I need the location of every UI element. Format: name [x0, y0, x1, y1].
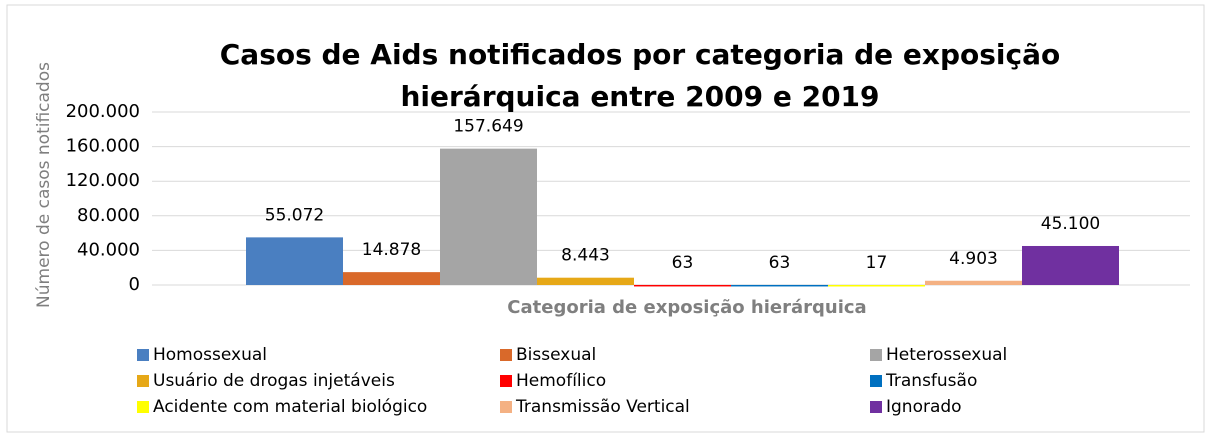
legend-swatch	[870, 375, 882, 387]
data-label: 63	[769, 253, 791, 273]
y-tick-label: 200.000	[66, 101, 140, 122]
y-tick-label: 160.000	[66, 136, 140, 157]
legend-swatch	[137, 375, 149, 387]
data-label: 157.649	[453, 117, 523, 137]
y-tick-label: 80.000	[77, 205, 140, 226]
legend-swatch	[500, 375, 512, 387]
legend-label: Usuário de drogas injetáveis	[153, 371, 395, 391]
legend-swatch	[137, 401, 149, 413]
legend-label: Transfusão	[885, 371, 977, 391]
bar	[343, 272, 440, 285]
legend-label: Acidente com material biológico	[153, 397, 427, 417]
legend-label: Ignorado	[886, 397, 962, 417]
chart-title: Casos de Aids notificados por categoria …	[219, 38, 1061, 113]
bar	[634, 284, 731, 287]
x-axis-label: Categoria de exposição hierárquica	[507, 297, 866, 318]
legend-label: Homossexual	[153, 345, 267, 365]
data-label: 8.443	[561, 246, 610, 266]
legend-swatch	[870, 401, 882, 413]
legend-label: Heterossexual	[886, 345, 1007, 365]
legend-swatch	[500, 401, 512, 413]
legend-swatch	[137, 349, 149, 361]
legend-swatch	[500, 349, 512, 361]
y-tick-label: 0	[129, 274, 140, 295]
data-label: 55.072	[265, 205, 324, 225]
bar	[1022, 245, 1119, 285]
y-tick-label: 120.000	[66, 170, 140, 191]
data-label: 63	[672, 253, 694, 273]
data-label: 4.903	[949, 249, 998, 269]
y-axis-label: Número de casos notificados	[34, 62, 54, 308]
bar	[731, 284, 828, 287]
bar	[440, 148, 537, 285]
bar	[925, 280, 1022, 285]
legend-label: Transmissão Vertical	[515, 397, 690, 417]
legend-label: Hemofílico	[516, 371, 606, 391]
bar	[537, 277, 634, 285]
bar	[828, 284, 925, 287]
legend-label: Bissexual	[516, 345, 596, 365]
y-tick-label: 40.000	[77, 239, 140, 260]
data-label: 17	[866, 253, 888, 273]
legend-swatch	[870, 349, 882, 361]
chart-border	[6, 4, 1205, 433]
data-label: 45.100	[1041, 214, 1100, 234]
bar	[246, 237, 343, 285]
data-label: 14.878	[362, 240, 421, 260]
